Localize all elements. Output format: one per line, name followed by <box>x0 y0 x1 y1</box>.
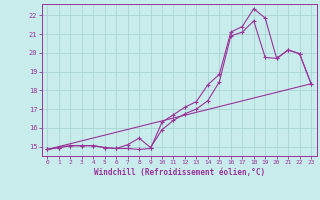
X-axis label: Windchill (Refroidissement éolien,°C): Windchill (Refroidissement éolien,°C) <box>94 168 265 177</box>
